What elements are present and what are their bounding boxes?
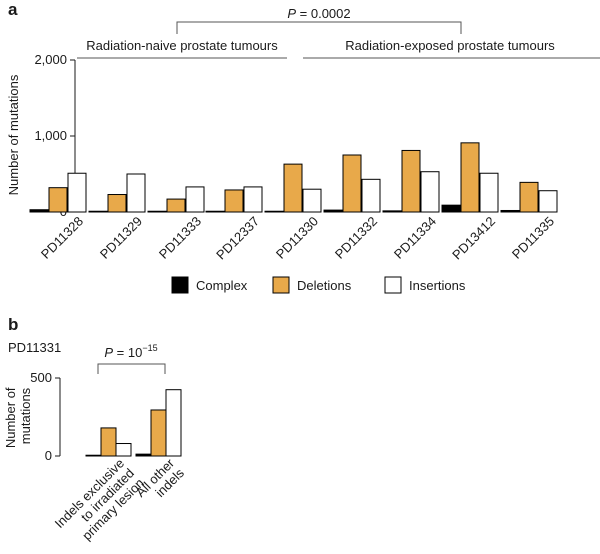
panel-b-p-value: P = 10−15 (104, 343, 157, 360)
panel-b-y-tick-label: 500 (30, 370, 52, 385)
panel-b-bar-1-insertions (115, 443, 132, 457)
bar-pd11329-deletions (107, 194, 127, 213)
legend-label-deletions: Deletions (297, 278, 352, 293)
bar-pd11330-complex (264, 210, 284, 213)
bar-pd11334-deletions (401, 149, 421, 213)
panel-b-y-axis: 0 500 (30, 370, 61, 463)
bar-pd11330-insertions (302, 188, 322, 213)
legend-label-insertions: Insertions (409, 278, 466, 293)
bar-pd11328-deletions (48, 187, 68, 213)
bar-pd11334-insertions (420, 171, 440, 213)
category-label-pd11332: PD11332 (332, 214, 380, 262)
panel-a-bars (29, 142, 558, 213)
bar-pd12337-deletions (224, 189, 244, 213)
panel-a-y-axis-title: Number of mutations (6, 74, 21, 195)
panel-b-y-axis-title-line2: mutations (18, 387, 33, 444)
legend: Complex Deletions Insertions (171, 276, 466, 294)
panel-b-category-label-2: All otherindels (133, 455, 188, 510)
bar-pd11329-complex (88, 210, 108, 213)
category-label-pd11328: PD11328 (38, 214, 86, 262)
bar-pd11334-complex (382, 210, 402, 213)
bar-pd11330-deletions (283, 163, 303, 213)
category-label-pd11333: PD11333 (156, 214, 204, 262)
panel-a-y-tick-label: 2,000 (34, 52, 67, 67)
panel-b-category-labels: Indels exclusiveto irradiatedprimary les… (52, 455, 188, 551)
bar-pd12337-insertions (243, 186, 263, 213)
panel-b-category-label-1: Indels exclusiveto irradiatedprimary les… (52, 456, 147, 551)
category-label-pd11335: PD11335 (509, 214, 557, 262)
panel-b-bar-1-deletions (100, 427, 117, 457)
panel-a-comparison-bracket (176, 21, 462, 34)
panel-b-bar-2-complex (135, 453, 152, 457)
bar-pd11332-complex (323, 209, 343, 213)
panel-b-bar-2-deletions (150, 409, 167, 457)
bar-pd11328-complex (29, 209, 49, 213)
legend-swatch-complex (171, 276, 189, 294)
panel-b-bar-1-complex (85, 454, 102, 457)
bar-pd11333-insertions (185, 186, 205, 213)
panel-b-bar-2-insertions (165, 389, 182, 457)
panel-a-category-labels: PD11328 PD11329 PD11333 PD12337 PD11330 PD113… (38, 214, 557, 263)
category-label-pd13412: PD13412 (449, 214, 498, 263)
category-label-pd11330: PD11330 (273, 214, 321, 262)
panel-a-y-tick-label: 1,000 (34, 128, 67, 143)
bar-pd11329-insertions (126, 173, 146, 213)
bar-pd11335-complex (500, 209, 520, 213)
legend-swatch-deletions (272, 276, 290, 294)
group-label-exposed: Radiation-exposed prostate tumours (345, 38, 555, 53)
panel-b-letter: b (8, 315, 18, 334)
category-label-pd12337: PD12337 (213, 214, 262, 263)
bar-pd11332-insertions (361, 178, 381, 213)
legend-label-complex: Complex (196, 278, 248, 293)
legend-swatch-insertions (384, 276, 402, 294)
panel-b-y-axis-title-line1: Number of (3, 387, 18, 448)
panel-b-comparison-bracket (97, 363, 166, 374)
category-label-pd11334: PD11334 (391, 214, 439, 262)
bar-pd11333-complex (147, 210, 167, 213)
bar-pd13412-deletions (460, 142, 480, 213)
bar-pd12337-complex (205, 210, 225, 213)
bar-pd11328-insertions (67, 172, 87, 213)
panel-b-y-tick-label: 0 (45, 448, 52, 463)
bar-pd13412-complex (441, 204, 461, 213)
panel-b-bars (85, 389, 182, 457)
panel-b-y-axis-title: Number of mutations (3, 384, 33, 448)
bar-pd11335-insertions (538, 190, 558, 213)
bar-pd11332-deletions (342, 154, 362, 213)
group-label-naive: Radiation-naive prostate tumours (86, 38, 278, 53)
bar-pd11333-deletions (166, 198, 186, 213)
panel-a-letter: a (8, 0, 18, 19)
panel-b-sample-label: PD11331 (8, 340, 61, 355)
panel-a-p-value: P = 0.0002 (287, 6, 350, 21)
bar-pd11335-deletions (519, 181, 539, 213)
bar-pd13412-insertions (479, 172, 499, 213)
category-label-pd11329: PD11329 (97, 214, 145, 262)
